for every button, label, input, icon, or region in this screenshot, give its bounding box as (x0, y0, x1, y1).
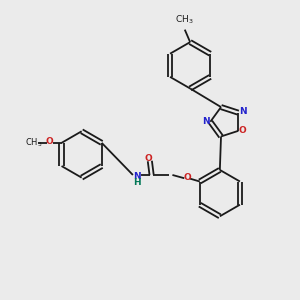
Text: O: O (183, 173, 191, 182)
Text: N: N (238, 107, 246, 116)
Text: N: N (202, 117, 210, 126)
Text: O: O (46, 137, 53, 146)
Text: O: O (238, 126, 246, 135)
Text: N: N (133, 172, 141, 181)
Text: O: O (144, 154, 152, 163)
Text: CH$_3$: CH$_3$ (175, 13, 193, 26)
Text: CH$_3$: CH$_3$ (25, 136, 42, 149)
Text: H: H (133, 178, 141, 187)
